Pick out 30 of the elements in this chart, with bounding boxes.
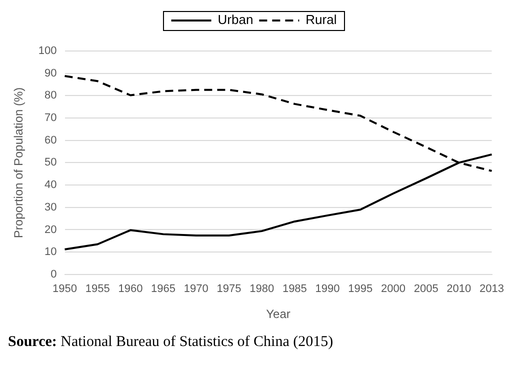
- x-tick-label: 1970: [184, 283, 208, 296]
- y-axis-title: Proportion of Population (%): [12, 87, 26, 238]
- x-tick-label: 1955: [85, 283, 110, 296]
- x-tick-label: 2000: [380, 283, 406, 296]
- x-tick-label: 1965: [151, 283, 176, 296]
- x-tick-label: 1980: [250, 283, 274, 296]
- y-tick-label: 0: [50, 268, 57, 280]
- y-tick-label: 40: [44, 179, 57, 192]
- x-tick-label: 1960: [118, 283, 143, 296]
- y-tick-label: 10: [44, 246, 57, 258]
- y-tick-label: 80: [44, 90, 57, 102]
- y-tick-label: 100: [38, 45, 57, 58]
- x-tick-label: 1990: [315, 283, 340, 296]
- x-tick-label: 2010: [446, 283, 472, 296]
- x-tick-label: 1950: [52, 283, 77, 296]
- y-tick-label: 70: [44, 112, 57, 124]
- y-tick-label: 30: [44, 201, 57, 214]
- y-tick-label: 20: [44, 224, 57, 236]
- y-tick-label: 60: [44, 134, 57, 146]
- y-tick-label: 90: [44, 67, 57, 80]
- legend-label: Urban: [218, 12, 254, 28]
- x-tick-label: 1995: [348, 283, 373, 296]
- x-tick-label: 2013: [480, 283, 504, 296]
- x-tick-label: 2005: [414, 283, 438, 296]
- x-tick-label: 1985: [282, 283, 307, 296]
- x-axis-title: Year: [266, 307, 290, 322]
- x-tick-label: 1975: [216, 283, 242, 296]
- y-tick-label: 50: [44, 156, 57, 169]
- legend-label: Rural: [306, 12, 337, 28]
- source-note: Source: National Bureau of Statistics of China (2015): [8, 334, 334, 350]
